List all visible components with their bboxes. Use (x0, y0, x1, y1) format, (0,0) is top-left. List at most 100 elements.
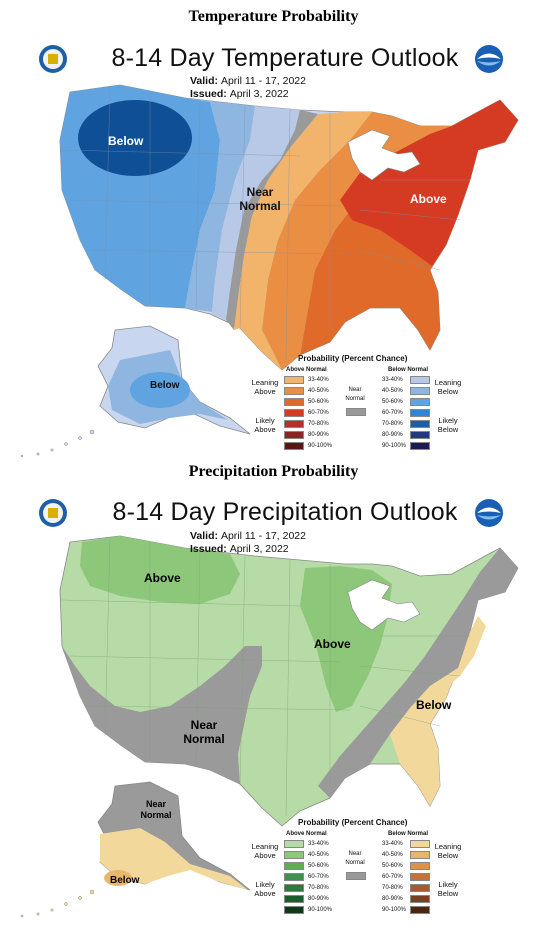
noaa-logo-icon (474, 498, 504, 528)
legend-above-swatch (284, 420, 304, 428)
legend-below-percent: 50-60% (382, 399, 403, 405)
legend-above-swatch (284, 840, 304, 848)
issued-value: April 3, 2022 (229, 543, 289, 555)
temp-label-near-normal: Near Normal (239, 185, 281, 213)
legend-below-percent: 70-80% (382, 421, 403, 427)
legend-likely-below: Likely Below (437, 416, 459, 434)
precip-label-below-alaska: Below (110, 875, 140, 886)
legend-below-swatch (410, 862, 430, 870)
great-lakes (347, 129, 421, 181)
precip-label-below-se: Below (416, 698, 452, 712)
temperature-map-title: 8-14 Day Temperature Outlook (111, 44, 459, 72)
precipitation-section-heading: Precipitation Probability (188, 463, 359, 480)
legend-below-percent: 50-60% (382, 863, 403, 869)
legend-above-percent: 60-70% (308, 874, 329, 880)
legend-above-swatch (284, 431, 304, 439)
legend-below-header: Below Normal (388, 831, 429, 837)
precip-label-near-alaska: Near Normal (140, 799, 172, 820)
legend-below-percent: 40-50% (382, 388, 403, 394)
legend-above-percent: 50-60% (308, 399, 329, 405)
legend-above-swatch (284, 442, 304, 450)
precip-label-above-midwest: Above (314, 637, 351, 651)
legend-below-header: Below Normal (388, 367, 429, 373)
legend-below-swatch (410, 431, 430, 439)
legend-below-percent: 33-40% (382, 377, 403, 383)
legend-above-percent: 80-90% (308, 896, 329, 902)
precipitation-map-title: 8-14 Day Precipitation Outlook (112, 498, 458, 526)
legend-likely-above: Likely Above (254, 880, 276, 898)
temp-above-60 (340, 100, 518, 266)
temp-below-core (78, 100, 192, 176)
legend-near-header: Near Normal (345, 387, 365, 402)
legend-above-percent: 33-40% (308, 841, 329, 847)
legend-above-swatch (284, 409, 304, 417)
precip-near-sw (62, 646, 262, 784)
issued-label: Issued: (190, 88, 227, 100)
temperature-section-heading: Temperature Probability (188, 8, 359, 25)
precipitation-map (20, 535, 519, 918)
valid-label: Valid: (190, 75, 219, 87)
legend-leaning-above: Leaning Above (251, 378, 279, 396)
temp-near-normal (226, 110, 318, 330)
legend-above-swatch (284, 376, 304, 384)
legend-below-swatch (410, 906, 430, 914)
legend-near-swatch (346, 872, 366, 880)
temperature-legend: Probability (Percent Chance) Above Norma… (248, 350, 463, 460)
precip-label-above-north: Above (144, 571, 181, 585)
legend-below-percent: 80-90% (382, 896, 403, 902)
legend-above-percent: 70-80% (308, 885, 329, 891)
precipitation-legend: Probability (Percent Chance) Above Norma… (248, 814, 463, 924)
precipitation-dates: Valid: April 11 - 17, 2022 Issued: April… (190, 530, 306, 556)
alaska-below-40-precip (104, 870, 132, 886)
legend-above-percent: 90-100% (308, 907, 333, 913)
legend-likely-below: Likely Below (437, 880, 459, 898)
legend-above-percent: 70-80% (308, 421, 329, 427)
legend-title: Probability (Percent Chance) (298, 354, 408, 363)
legend-above-header: Above Normal (286, 831, 327, 837)
legend-below-swatch (410, 895, 430, 903)
precipitation-map-panel: 8-14 Day Precipitation Outlook Valid: Ap… (0, 486, 547, 936)
legend-above-swatch (284, 906, 304, 914)
legend-above-swatch (284, 851, 304, 859)
legend-above-header: Above Normal (286, 367, 327, 373)
temp-label-below-west: Below (108, 134, 144, 148)
legend-below-swatch (410, 398, 430, 406)
legend-above-percent: 33-40% (308, 377, 329, 383)
legend-below-percent: 60-70% (382, 874, 403, 880)
precip-label-near-normal: Near Normal (183, 718, 225, 746)
great-lakes-precip (347, 579, 421, 631)
precip-below-se (390, 632, 470, 806)
precip-near-appalachian (318, 548, 518, 798)
legend-below-percent: 40-50% (382, 852, 403, 858)
doc-seal-icon (38, 44, 68, 74)
temp-below-33 (212, 106, 300, 320)
legend-above-swatch (284, 398, 304, 406)
legend-near-swatch (346, 408, 366, 416)
legend-above-percent: 60-70% (308, 410, 329, 416)
legend-below-swatch (410, 873, 430, 881)
legend-below-swatch (410, 420, 430, 428)
legend-below-percent: 70-80% (382, 885, 403, 891)
legend-above-swatch (284, 884, 304, 892)
legend-above-swatch (284, 873, 304, 881)
state-borders-precip (61, 539, 470, 817)
doc-seal-icon (38, 498, 68, 528)
legend-above-percent: 40-50% (308, 388, 329, 394)
legend-above-percent: 80-90% (308, 432, 329, 438)
temperature-dates: Valid: April 11 - 17, 2022 Issued: April… (190, 75, 306, 101)
legend-below-percent: 80-90% (382, 432, 403, 438)
temp-label-below-alaska: Below (150, 380, 180, 391)
legend-leaning-above: Leaning Above (251, 842, 279, 860)
valid-value: April 11 - 17, 2022 (220, 75, 306, 87)
legend-below-swatch (410, 442, 430, 450)
alaska-below-50 (130, 372, 190, 408)
legend-below-swatch (410, 851, 430, 859)
temp-label-above-east: Above (410, 192, 447, 206)
legend-above-swatch (284, 862, 304, 870)
legend-below-swatch (410, 376, 430, 384)
legend-above-percent: 90-100% (308, 443, 333, 449)
noaa-logo-icon (474, 44, 504, 74)
legend-above-percent: 40-50% (308, 852, 329, 858)
aleutian-islands (20, 429, 95, 458)
legend-above-percent: 50-60% (308, 863, 329, 869)
